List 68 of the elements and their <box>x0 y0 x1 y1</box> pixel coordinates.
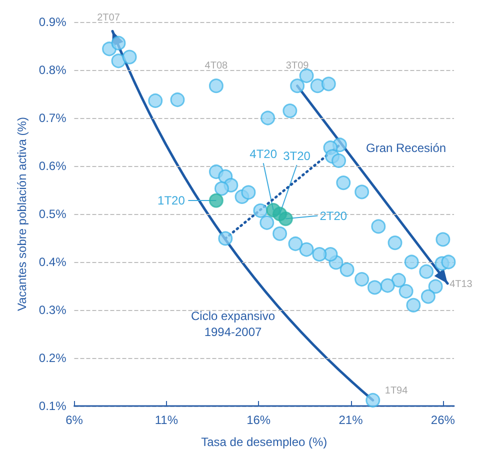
point <box>321 76 336 92</box>
annotation: 2T07 <box>97 12 120 24</box>
point <box>241 185 256 200</box>
point <box>420 289 436 304</box>
y-tick-label: 0.8% <box>38 63 67 77</box>
annotation: 4T13 <box>450 278 473 290</box>
y-tick-label: 0.6% <box>38 159 67 173</box>
annotation: Ciclo expansivo 1994-2007 <box>190 309 276 339</box>
point <box>148 93 163 108</box>
point <box>260 215 274 230</box>
annotation: 1T20 <box>158 194 186 208</box>
annotation: 1T94 <box>384 386 408 397</box>
point <box>260 110 276 126</box>
point <box>441 254 456 270</box>
y-tick-label: 0.4% <box>38 255 67 269</box>
point <box>278 212 293 226</box>
point <box>312 247 327 262</box>
x-tick-label: 11% <box>154 413 178 427</box>
point <box>391 272 406 288</box>
x-tick-label: 16% <box>246 413 271 427</box>
y-tick-label: 0.7% <box>38 111 67 125</box>
annotation: 3T09 <box>286 60 310 72</box>
point <box>398 284 414 299</box>
annotation: Gran Recesión <box>366 141 446 155</box>
point <box>354 184 370 200</box>
point <box>340 262 354 277</box>
point <box>208 193 224 208</box>
point <box>354 272 370 287</box>
y-tick-label: 0.3% <box>38 303 67 317</box>
point <box>367 280 382 295</box>
point <box>111 54 126 68</box>
annotation: 4T20 <box>250 147 278 162</box>
point <box>111 36 126 50</box>
point <box>366 392 380 408</box>
point <box>388 236 402 250</box>
annotation: 3T20 <box>283 149 311 163</box>
point <box>332 153 346 168</box>
y-tick-label: 0.9% <box>38 15 67 29</box>
x-tick-label: 26% <box>430 413 456 427</box>
point <box>419 264 434 279</box>
point <box>253 203 268 218</box>
x-axis-title: Tasa de desempleo (%) <box>201 435 328 449</box>
y-tick-label: 0.2% <box>38 351 67 365</box>
point <box>299 68 314 84</box>
annotation: 2T20 <box>320 208 348 223</box>
y-axis-title: Vacantes sobre población activa (%) <box>15 117 29 311</box>
point <box>299 242 314 257</box>
point <box>404 254 419 270</box>
point <box>214 181 229 196</box>
point <box>428 279 443 294</box>
x-tick-label: 21% <box>338 413 364 427</box>
point <box>336 176 351 190</box>
point <box>122 50 137 64</box>
point <box>170 92 185 108</box>
point <box>272 226 288 241</box>
point <box>208 78 224 94</box>
x-tick-label: 6% <box>66 413 84 427</box>
point <box>371 219 386 234</box>
point <box>436 232 450 247</box>
y-tick-label: 0.1% <box>38 399 67 413</box>
point <box>406 298 421 312</box>
point <box>288 236 303 252</box>
annotation: 4T08 <box>204 60 228 72</box>
y-tick-label: 0.5% <box>38 207 67 221</box>
point <box>290 78 305 94</box>
point <box>380 278 395 293</box>
point <box>282 104 298 118</box>
point <box>218 231 233 246</box>
